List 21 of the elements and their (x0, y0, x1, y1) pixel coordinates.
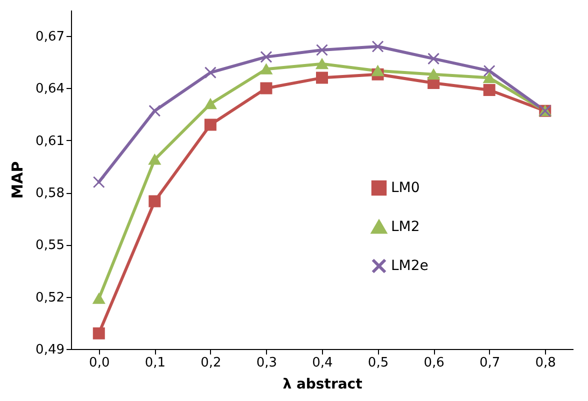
y-tick-label: 0,61 (36, 134, 64, 149)
y-tick-label: 0,64 (36, 82, 64, 97)
x-tick-label: 0,8 (535, 356, 556, 370)
legend-label: LM0 (391, 180, 420, 196)
y-tick-label: 0,52 (36, 290, 64, 306)
legend-label: LM2 (391, 219, 420, 235)
x-axis-title: λ abstract (282, 376, 363, 392)
x-tick-label: 0,6 (424, 356, 444, 370)
x-tick-label: 0,1 (144, 356, 166, 370)
x-tick-label: 0,5 (368, 356, 389, 370)
x-tick-label: 0,4 (312, 356, 333, 370)
x-tick-label: 0,2 (200, 356, 222, 370)
y-tick-label: 0,55 (36, 238, 64, 254)
legend-label: LM2e (391, 258, 428, 274)
x-tick-label: 0,7 (479, 356, 500, 370)
y-tick-label: 0,67 (36, 30, 64, 45)
y-tick-label: 0,49 (36, 342, 64, 358)
y-tick-label: 0,58 (36, 186, 64, 202)
x-tick-label: 0,0 (89, 356, 110, 370)
y-axis-title: MAP (8, 161, 27, 199)
x-tick-label: 0,3 (256, 356, 278, 370)
